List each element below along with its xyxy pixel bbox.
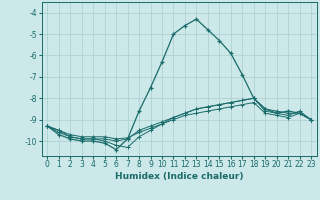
X-axis label: Humidex (Indice chaleur): Humidex (Indice chaleur) [115, 172, 244, 181]
